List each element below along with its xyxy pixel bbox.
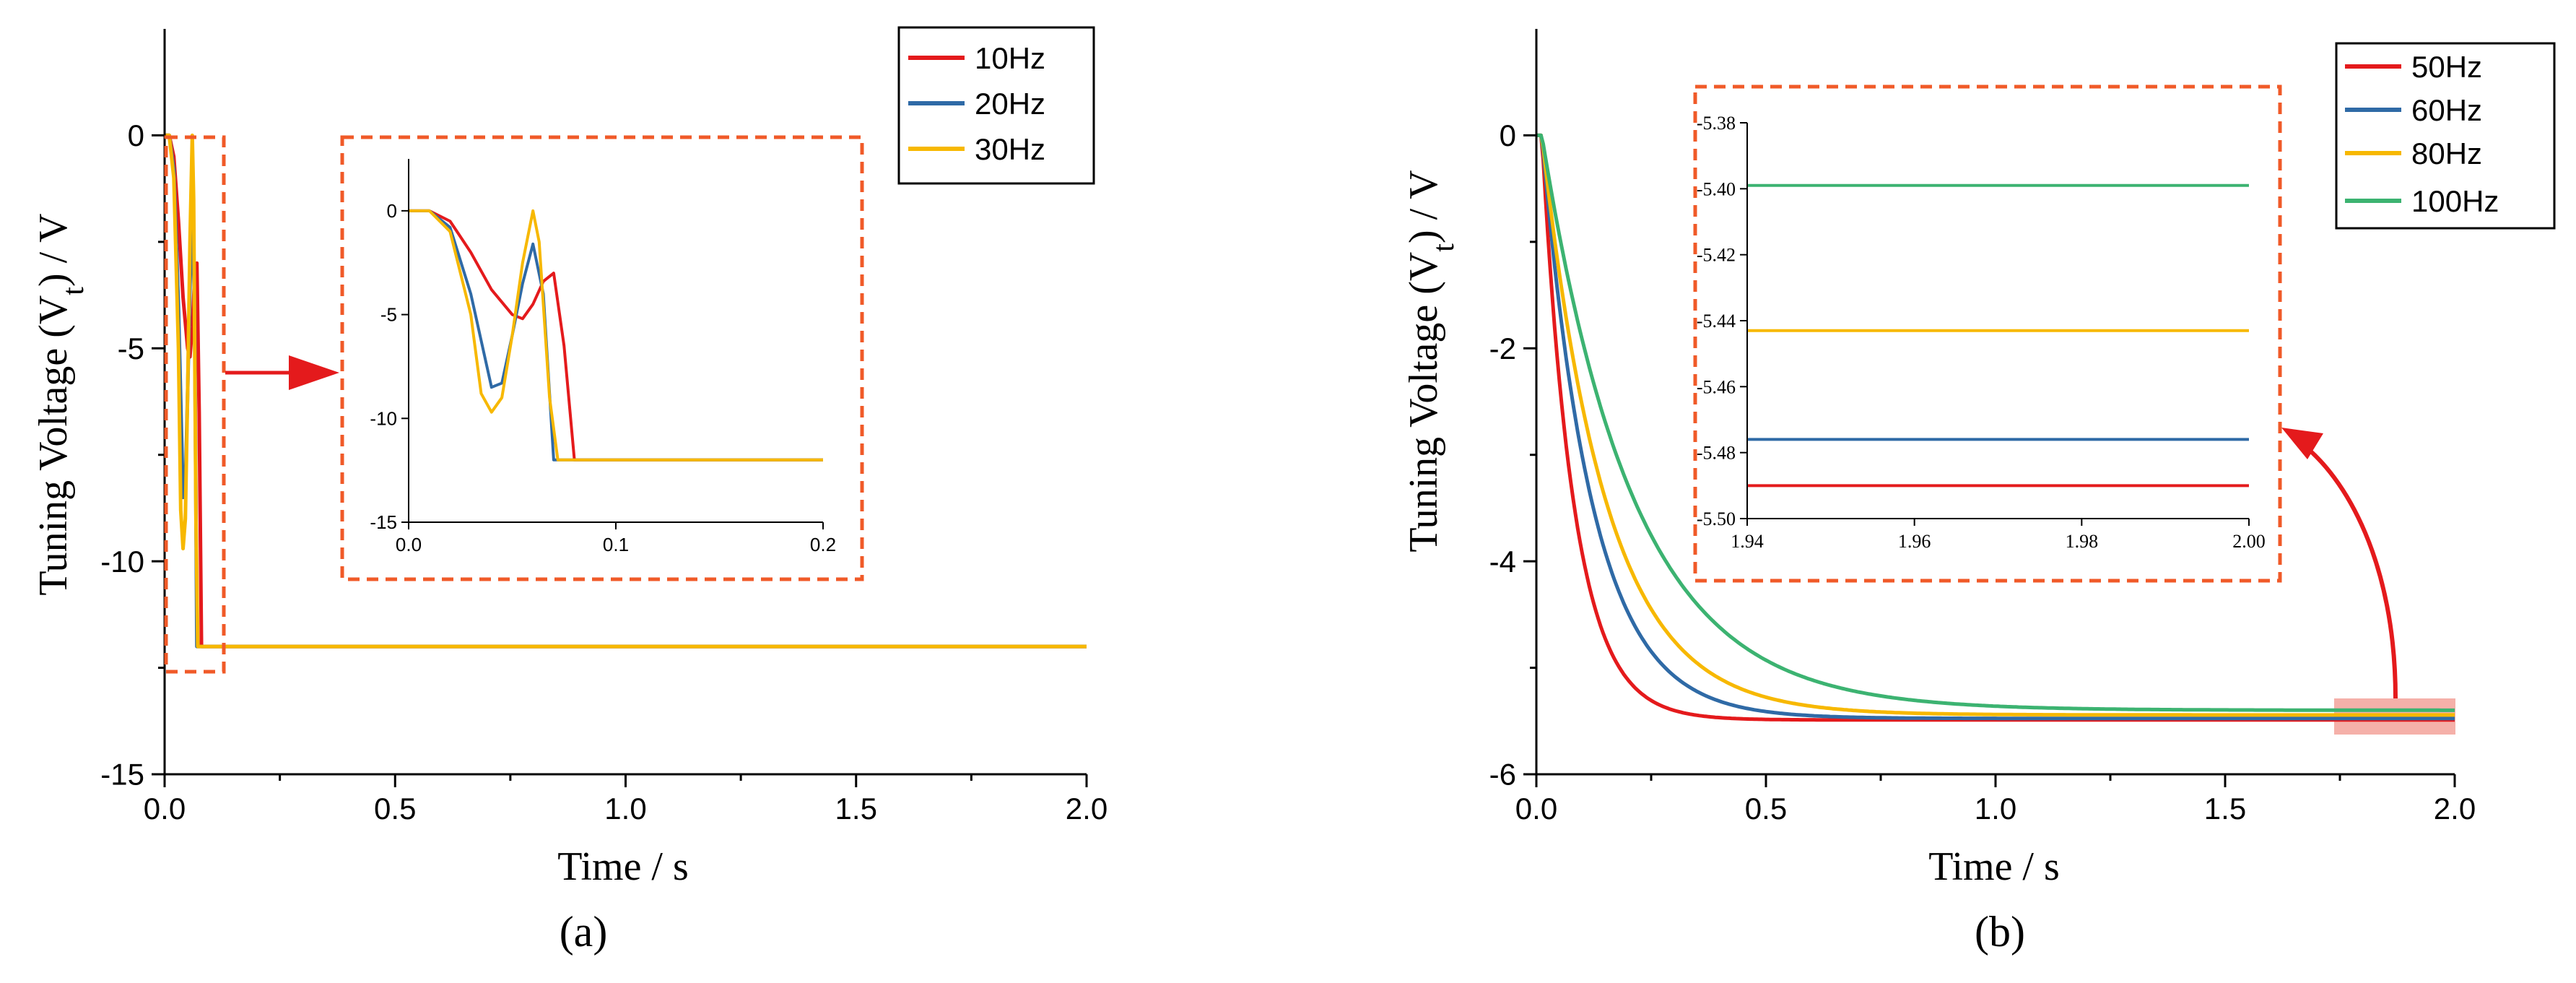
legend-label-60hz: 60Hz	[2411, 93, 2482, 127]
panel-b-legend: 50Hz 60Hz 80Hz 100Hz	[2335, 42, 2556, 230]
panel-a-inset-series-line-10hz	[409, 209, 823, 462]
panel-a-zoom-arrow	[225, 355, 339, 390]
panel-b-inset-y-tick-label: -5.44	[1697, 311, 1736, 332]
panel-a-x-tick-label: 1.5	[835, 792, 877, 826]
panel-a-y-tick-label: -15	[100, 758, 144, 792]
panel-b-y-axis-label: Tuning Voltage (Vt) / V	[1401, 170, 1461, 552]
panel-b-x-tick-label: 1.0	[1975, 792, 2016, 826]
panel-a-y-axis-label: Tuning Voltage (Vt) / V	[31, 213, 90, 595]
panel-a-inset-series-line-30hz	[409, 209, 823, 462]
panel-a-series-line-30hz	[165, 133, 1087, 649]
panel-a-inset-series-group	[409, 209, 823, 462]
legend-label-50hz: 50Hz	[2411, 50, 2482, 84]
panel-b-inset-series-group	[1747, 183, 2249, 488]
panel-a-x-axis-label: Time / s	[557, 844, 689, 889]
panel-a-x-ticks: 0.0 0.5 1.0 1.5 2.0	[144, 774, 1108, 826]
panel-b-inset-x-tick-label: 2.00	[2232, 531, 2266, 552]
chart-panel-a: 0.0 0.5 1.0 1.5 2.0 0 -5 -10 -15 0.0 0.1 0.2 0 -5 -1…	[31, 26, 1108, 956]
panel-b-legend-box	[2335, 42, 2556, 230]
panel-a-series-group	[165, 133, 1087, 649]
panel-b-inset-x-tick-label: 1.98	[2066, 531, 2099, 552]
panel-a-inset-y-tick-label: -15	[370, 511, 397, 533]
panel-b-x-tick-label: 0.0	[1515, 792, 1557, 826]
panel-b-x-tick-label: 2.0	[2434, 792, 2476, 826]
panel-a-x-tick-label: 1.0	[604, 792, 646, 826]
panel-b-inset-y-tick-label: -5.42	[1697, 245, 1736, 266]
legend-label-100hz: 100Hz	[2411, 184, 2499, 218]
panel-b-x-tick-label: 1.5	[2204, 792, 2246, 826]
panel-a-inset-y-tick-label: 0	[387, 200, 397, 222]
panel-a-legend: 10Hz 20Hz 30Hz	[897, 26, 1095, 185]
panel-a-x-tick-label: 2.0	[1066, 792, 1108, 826]
legend-label-20hz: 20Hz	[975, 87, 1045, 121]
panel-b-y-tick-label: -2	[1489, 332, 1516, 365]
panel-a-y-tick-label: -5	[118, 332, 144, 365]
panel-b-series-line-60hz	[1536, 133, 2455, 721]
panel-a-y-tick-label: -10	[100, 545, 144, 579]
chart-panel-b: 0.0 0.5 1.0 1.5 2.0 0 -2 -4 -6 1.94 1.96 1.98 2.00…	[1401, 29, 2556, 956]
panel-b-series-line-80hz	[1536, 133, 2455, 717]
panel-a-inset-frame	[340, 135, 864, 581]
panel-a-x-tick-label: 0.5	[374, 792, 416, 826]
panel-a-inset-y-tick-label: -5	[380, 304, 397, 326]
panel-b-x-tick-label: 0.5	[1745, 792, 1787, 826]
panel-b-inset-x-tick-label: 1.94	[1731, 531, 1764, 552]
panel-b-inset-axes: 1.94 1.96 1.98 2.00 -5.38 -5.40 -5.42 -5.44 -5.4…	[1697, 113, 2266, 552]
panel-b-y-tick-label: -4	[1489, 545, 1516, 579]
panel-b-inset-y-tick-label: -5.48	[1697, 443, 1736, 464]
panel-b-series-line-100hz	[1536, 133, 2455, 712]
panel-a-inset-axes: 0.0 0.1 0.2 0 -5 -10 -15	[370, 159, 836, 555]
panel-b-inset-y-tick-label: -5.50	[1697, 508, 1736, 529]
panel-b-x-ticks: 0.0 0.5 1.0 1.5 2.0	[1515, 774, 2476, 826]
legend-label-10hz: 10Hz	[975, 41, 1045, 75]
panel-b-inset-y-tick-label: -5.40	[1697, 178, 1736, 199]
legend-label-80hz: 80Hz	[2411, 137, 2482, 170]
panel-a-inset-y-tick-label: -10	[370, 407, 397, 429]
panel-a-inset-x-tick-label: 0.0	[396, 534, 422, 555]
panel-b-inset-y-tick-label: -5.46	[1697, 376, 1736, 397]
panel-a-inset-x-tick-label: 0.2	[810, 534, 836, 555]
legend-label-30hz: 30Hz	[975, 132, 1045, 166]
panel-a-zoom-region	[164, 135, 226, 674]
panel-b-y-tick-label: 0	[1500, 118, 1516, 152]
panel-b-inset-y-tick-label: -5.38	[1697, 113, 1736, 134]
panel-b-x-axis-label: Time / s	[1928, 844, 2060, 889]
panel-b-caption: (b)	[1975, 908, 2025, 956]
panel-a-caption: (a)	[560, 908, 608, 956]
panel-b-y-tick-label: -6	[1489, 758, 1516, 792]
panel-b-zoom-arrow	[2281, 428, 2398, 699]
panel-b-y-ticks: 0 -2 -4 -6	[1489, 118, 1536, 792]
panel-a-inset-x-tick-label: 0.1	[603, 534, 629, 555]
panel-b-inset-frame	[1693, 85, 2282, 583]
panel-a-x-tick-label: 0.0	[144, 792, 186, 826]
panel-b-series-group	[1536, 133, 2455, 722]
panel-a-y-ticks: 0 -5 -10 -15	[100, 118, 165, 792]
panel-b-inset-x-tick-label: 1.96	[1898, 531, 1931, 552]
panel-a-y-tick-label: 0	[128, 118, 144, 152]
